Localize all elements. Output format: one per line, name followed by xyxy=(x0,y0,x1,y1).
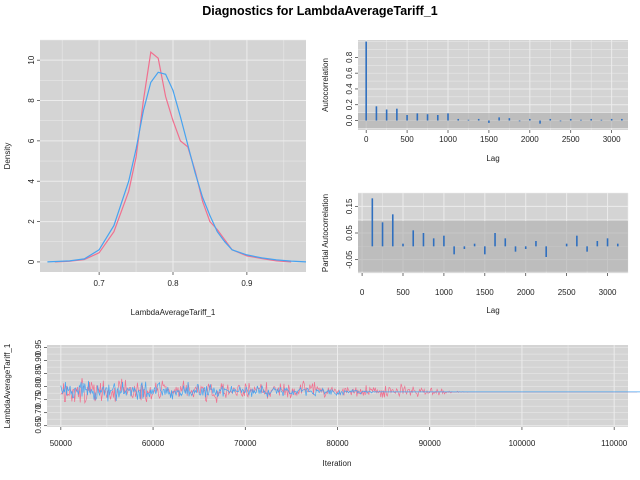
y-tick-label: 0.80 xyxy=(34,378,43,394)
trace-y-ticks: 0.650.700.750.800.850.900.95 xyxy=(34,339,47,433)
y-tick-label: 0.2 xyxy=(345,99,354,111)
x-tick-label: 100000 xyxy=(509,439,536,448)
pacf-y-label: Partial Autocorrelation xyxy=(321,194,330,272)
pacf-panel: 0 500 1000 1500 2000 2500 3000 -0.05 0.05 0.15 L… xyxy=(321,192,629,315)
acf-bars xyxy=(365,41,623,124)
x-tick-label: 1500 xyxy=(476,288,494,297)
x-tick-label: 2500 xyxy=(562,135,580,144)
y-tick-label: 6 xyxy=(27,138,36,143)
x-tick-label: 110000 xyxy=(601,439,628,448)
y-tick-label: 0.8 xyxy=(345,51,354,63)
density-curves xyxy=(47,50,307,263)
y-tick-label: 0.65 xyxy=(34,417,43,433)
density-y-ticks: 0 2 4 6 8 10 xyxy=(27,55,40,264)
trace-x-ticks: 50000 60000 70000 80000 90000 100000 110000 xyxy=(50,427,628,448)
trace-panel: 50000 60000 70000 80000 90000 100000 110000 0.… xyxy=(3,339,640,468)
y-tick-label: 0.75 xyxy=(34,391,43,407)
density-x-ticks: 0.7 0.8 0.9 xyxy=(94,272,253,288)
y-tick-label: 4 xyxy=(27,178,36,183)
x-tick-label: 0.8 xyxy=(167,279,179,288)
y-tick-label: 0.6 xyxy=(345,67,354,79)
pacf-y-ticks: -0.05 0.05 0.15 xyxy=(345,198,358,269)
x-tick-label: 1000 xyxy=(439,135,457,144)
y-tick-label: 0.90 xyxy=(34,352,43,368)
y-tick-label: 0.95 xyxy=(34,339,43,355)
y-tick-label: 10 xyxy=(27,55,36,64)
x-tick-label: 60000 xyxy=(142,439,165,448)
x-tick-label: 1000 xyxy=(435,288,453,297)
y-tick-label: 0.15 xyxy=(345,198,354,214)
x-tick-label: 3000 xyxy=(603,135,621,144)
y-tick-label: -0.05 xyxy=(345,250,354,269)
x-tick-label: 70000 xyxy=(234,439,257,448)
pacf-x-label: Lag xyxy=(486,306,499,315)
trace-series-2 xyxy=(60,380,640,402)
y-tick-label: 0.4 xyxy=(345,83,354,95)
y-tick-label: 0.0 xyxy=(345,114,354,126)
figure-title: Diagnostics for LambdaAverageTariff_1 xyxy=(202,4,438,18)
trace-lines xyxy=(60,378,640,405)
x-tick-label: 90000 xyxy=(419,439,442,448)
density-x-label: LambdaAverageTariff_1 xyxy=(131,308,216,317)
x-tick-label: 50000 xyxy=(50,439,73,448)
acf-x-label: Lag xyxy=(486,154,499,163)
y-tick-label: 0.05 xyxy=(345,225,354,241)
x-tick-label: 3000 xyxy=(599,288,617,297)
acf-confidence-band xyxy=(358,113,628,129)
density-y-label: Density xyxy=(3,143,12,170)
acf-y-ticks: 0.0 0.2 0.4 0.6 0.8 xyxy=(345,51,358,126)
y-tick-label: 0.70 xyxy=(34,404,43,420)
x-tick-label: 2000 xyxy=(517,288,535,297)
x-tick-label: 80000 xyxy=(326,439,349,448)
x-tick-label: 0 xyxy=(360,288,365,297)
y-tick-label: 2 xyxy=(27,219,36,224)
x-tick-label: 1500 xyxy=(480,135,498,144)
x-tick-label: 0 xyxy=(364,135,369,144)
acf-panel: 0 500 1000 1500 2000 2500 3000 0.0 0.2 0.4 0.6 0.8… xyxy=(321,40,628,163)
acf-y-label: Autocorrelation xyxy=(321,58,330,112)
y-tick-label: 8 xyxy=(27,98,36,103)
x-tick-label: 2000 xyxy=(521,135,539,144)
y-tick-label: 0 xyxy=(27,259,36,264)
y-tick-label: 0.85 xyxy=(34,365,43,381)
acf-x-ticks: 0 500 1000 1500 2000 2500 3000 xyxy=(364,130,621,144)
trace-gridlines xyxy=(47,345,628,427)
x-tick-label: 0.7 xyxy=(94,279,106,288)
pacf-x-ticks: 0 500 1000 1500 2000 2500 3000 xyxy=(360,273,617,297)
x-tick-label: 500 xyxy=(396,288,410,297)
x-tick-label: 500 xyxy=(400,135,414,144)
density-series-2 xyxy=(47,71,307,263)
x-tick-label: 0.9 xyxy=(241,279,253,288)
trace-y-label: LambdaAverageTariff_1 xyxy=(3,343,12,428)
pacf-bars xyxy=(371,198,619,257)
trace-x-label: Iteration xyxy=(323,459,352,468)
x-tick-label: 2500 xyxy=(558,288,576,297)
